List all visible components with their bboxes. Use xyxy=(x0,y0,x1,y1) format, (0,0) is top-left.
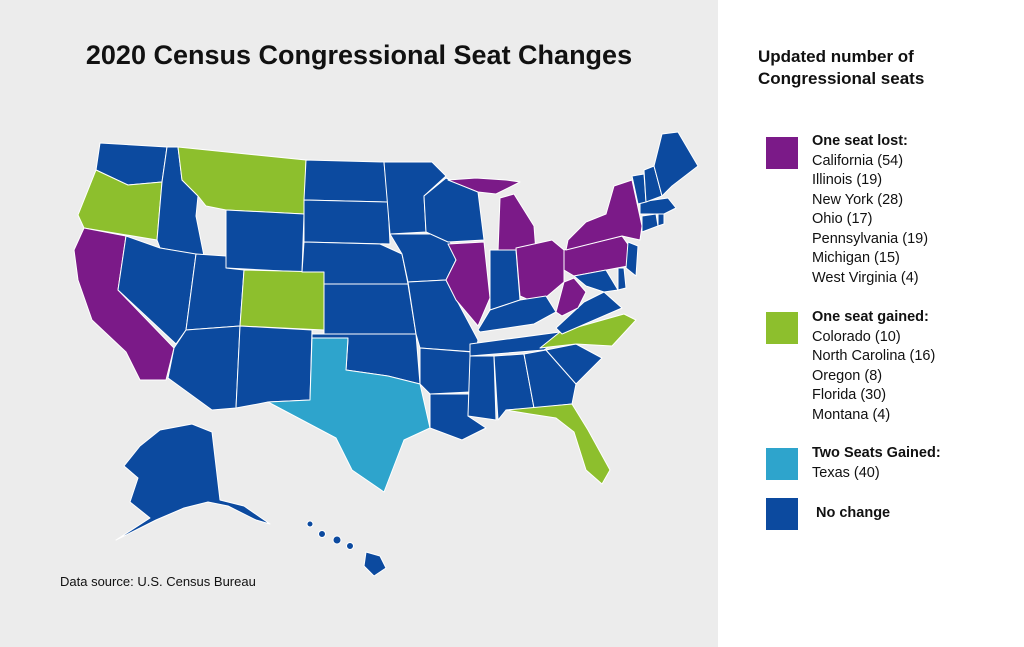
state-hawaii-island-1 xyxy=(306,520,314,528)
legend-item: Michigan (15) xyxy=(812,250,900,266)
state-florida xyxy=(505,403,611,485)
data-source-note: Data source: U.S. Census Bureau xyxy=(60,574,256,589)
state-georgia xyxy=(523,349,577,409)
legend-heading-lost: One seat lost: xyxy=(812,133,908,149)
legend-heading-gained-one: One seat gained: xyxy=(812,309,929,325)
state-new-jersey xyxy=(625,241,639,277)
state-ohio xyxy=(515,239,565,305)
state-arkansas xyxy=(419,347,473,395)
state-kentucky xyxy=(477,295,557,333)
map-title: 2020 Census Congressional Seat Changes xyxy=(85,40,633,70)
legend-group-lost: One seat lost: California (54) Illinois … xyxy=(812,132,928,288)
state-west-virginia xyxy=(555,277,587,317)
legend-title: Updated number of Congressional seats xyxy=(758,46,998,90)
legend-group-gained-two: Two Seats Gained: Texas (40) xyxy=(812,444,941,483)
state-mississippi xyxy=(467,355,497,421)
legend-item: Colorado (10) xyxy=(812,328,901,345)
state-maryland xyxy=(573,269,619,293)
state-connecticut xyxy=(641,213,659,233)
legend-item: West Virginia (4) xyxy=(812,269,919,286)
legend-item: North Carolina (16) xyxy=(812,348,936,364)
state-wyoming xyxy=(225,209,305,273)
state-new-mexico xyxy=(235,325,313,409)
legend-group-gained-one: One seat gained: Colorado (10) North Car… xyxy=(812,308,935,425)
state-hawaii-island-3 xyxy=(332,535,342,545)
legend-title-line1: Updated number of xyxy=(758,47,914,66)
state-delaware xyxy=(617,267,627,291)
legend-title-line2: Congressional seats xyxy=(758,69,925,88)
state-north-dakota xyxy=(303,159,389,203)
legend-swatch-gained-two xyxy=(766,448,798,480)
state-michigan-upper xyxy=(447,177,521,195)
legend-swatch-lost xyxy=(766,137,798,169)
state-hawaii-island-4 xyxy=(346,542,354,550)
legend-item: Ohio (17) xyxy=(812,211,873,227)
legend-item: Illinois (19) xyxy=(812,172,883,188)
state-south-dakota xyxy=(303,199,391,245)
legend-heading-no-change: No change xyxy=(816,505,891,521)
state-rhode-island xyxy=(657,213,665,227)
legend-item: Montana (4) xyxy=(812,406,891,423)
state-wisconsin xyxy=(423,177,485,243)
us-map xyxy=(73,131,699,577)
state-illinois xyxy=(445,241,491,327)
state-south-carolina xyxy=(545,343,603,385)
map-panel: 2020 Census Congressional Seat Changes xyxy=(0,0,718,647)
legend-item: Pennsylvania (19) xyxy=(812,230,929,247)
legend-item: New York (28) xyxy=(812,191,904,208)
state-colorado xyxy=(239,269,325,331)
legend-item: Texas (40) xyxy=(812,464,880,481)
legend-item: Florida (30) xyxy=(812,387,887,403)
state-hawaii xyxy=(363,551,387,577)
state-alaska xyxy=(115,423,271,541)
state-texas xyxy=(267,337,431,493)
state-new-york xyxy=(565,179,643,251)
state-maine xyxy=(653,131,699,197)
legend-item: Oregon (8) xyxy=(812,367,883,384)
state-massachusetts xyxy=(639,197,677,215)
legend-heading-gained-two: Two Seats Gained: xyxy=(812,445,941,461)
legend-swatch-no-change xyxy=(766,498,798,530)
legend-item: California (54) xyxy=(812,152,904,169)
state-hawaii-island-2 xyxy=(318,530,326,538)
legend-group-no-change: No change xyxy=(816,504,890,524)
legend-swatch-gained-one xyxy=(766,312,798,344)
state-kansas xyxy=(323,283,417,335)
state-michigan xyxy=(497,193,537,253)
